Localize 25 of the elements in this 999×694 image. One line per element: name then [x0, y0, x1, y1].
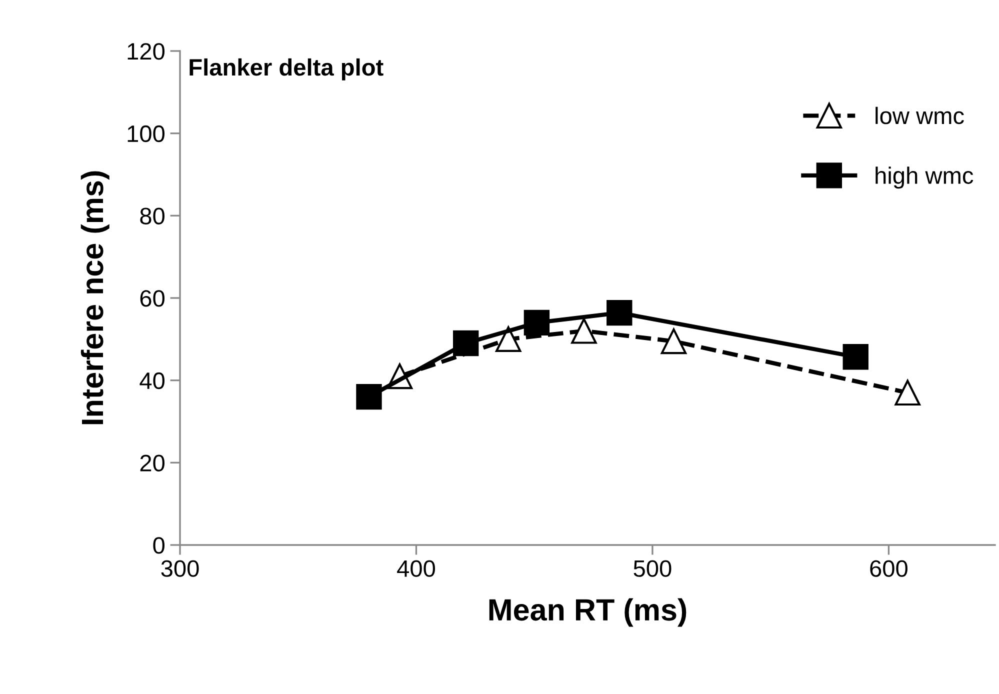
- y-tick-label: 60: [140, 290, 164, 307]
- y-axis-title: Interfere nce (ms): [80, 171, 110, 424]
- point: [894, 380, 920, 406]
- y-tick-label: 80: [140, 208, 164, 224]
- y-tick-label: 120: [128, 43, 164, 60]
- point: [842, 344, 868, 370]
- y-tick-label: 100: [128, 125, 164, 142]
- legend-label: low wmc: [876, 106, 964, 124]
- y-tick-label: 20: [140, 454, 164, 472]
- point: [356, 384, 382, 410]
- point: [606, 300, 632, 326]
- legend-label: high wmc: [876, 166, 974, 189]
- y-tick-label: 40: [140, 372, 164, 390]
- x-tick-label: 400: [397, 560, 436, 577]
- y-tick-label: 0: [153, 537, 164, 554]
- chart-title: Flanker delta plot: [190, 58, 384, 80]
- x-tick-label: 600: [870, 560, 908, 577]
- point: [452, 330, 479, 356]
- point: [496, 326, 522, 352]
- x-axis-title: Mean RT (ms): [489, 598, 686, 627]
- x-tick-label: 300: [161, 560, 199, 577]
- point: [524, 310, 550, 336]
- x-tick-label: 500: [634, 560, 672, 577]
- point: [571, 318, 597, 344]
- point: [660, 328, 687, 354]
